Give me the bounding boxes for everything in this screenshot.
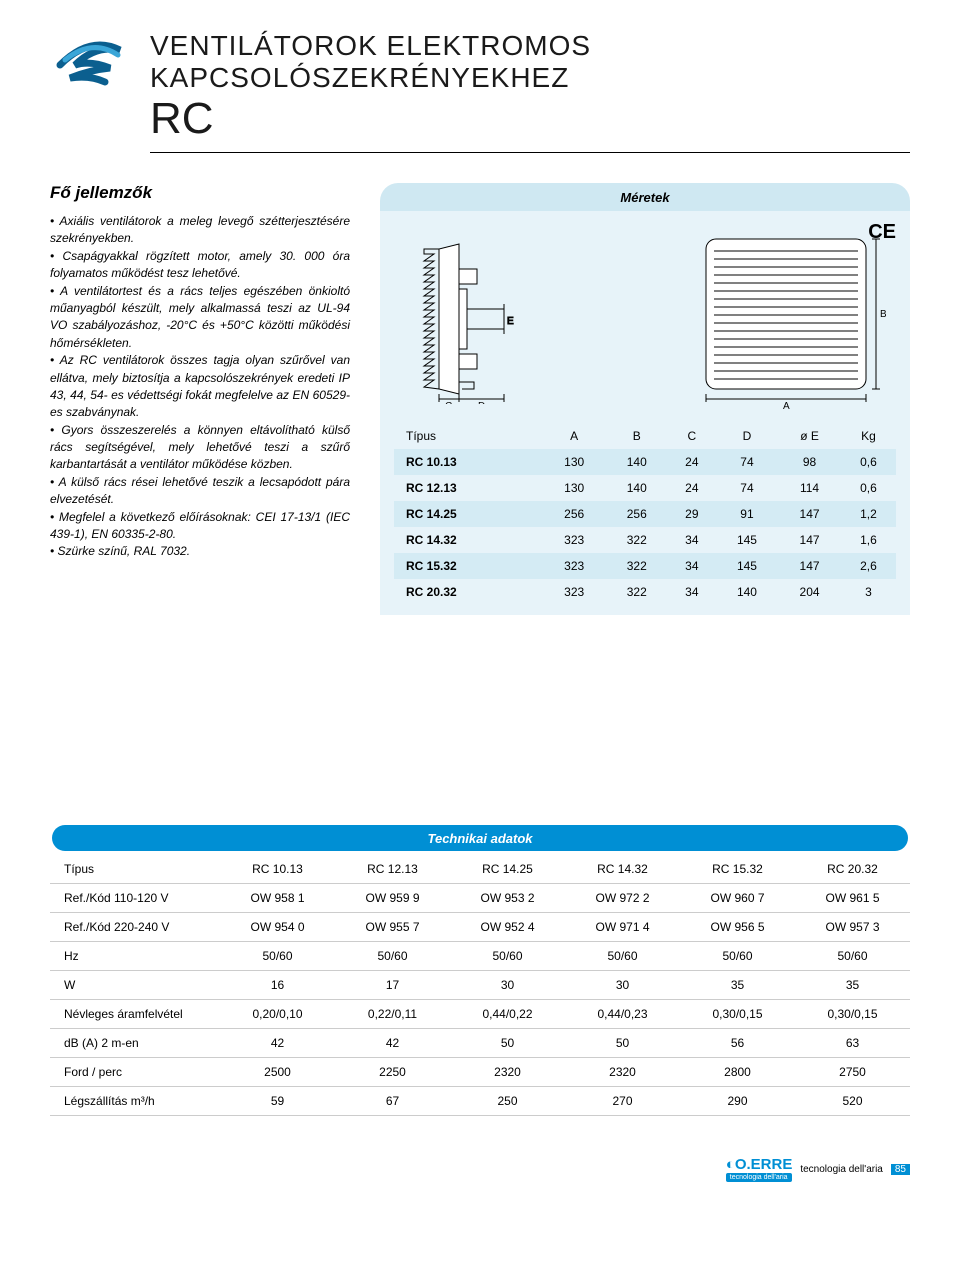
tech-col-header: RC 10.13	[220, 855, 335, 884]
table-row: dB (A) 2 m-en424250505663	[50, 1029, 910, 1058]
tech-col-header: RC 15.32	[680, 855, 795, 884]
tech-col-header: RC 14.32	[565, 855, 680, 884]
dims-col-header: D	[716, 423, 779, 449]
footer-brand: ◐O.ERRE	[726, 1156, 793, 1173]
ce-mark: CE	[868, 221, 896, 244]
table-row: RC 20.32323322341402043	[394, 579, 896, 605]
dims-col-header: ø E	[778, 423, 841, 449]
tech-col-header: Típus	[50, 855, 220, 884]
dims-col-header: B	[605, 423, 668, 449]
footer: ◐O.ERRE tecnologia dell'aria tecnologia …	[50, 1156, 910, 1182]
dims-col-header: Típus	[394, 423, 543, 449]
svg-text:A: A	[783, 401, 790, 409]
svg-text:E: E	[507, 316, 514, 327]
footer-tagline: tecnologia dell'aria	[800, 1164, 883, 1175]
features-body: • Axiális ventilátorok a meleg levegő sz…	[50, 213, 350, 561]
table-row: RC 14.32323322341451471,6	[394, 527, 896, 553]
svg-text:D: D	[478, 401, 485, 404]
page-number: 85	[891, 1164, 910, 1175]
tech-table: TípusRC 10.13RC 12.13RC 14.25RC 14.32RC …	[50, 855, 910, 1116]
tech-col-header: RC 14.25	[450, 855, 565, 884]
svg-text:C: C	[445, 401, 452, 404]
tech-col-header: RC 12.13	[335, 855, 450, 884]
tech-heading: Technikai adatok	[52, 825, 908, 851]
table-row: Ref./Kód 220-240 VOW 954 0OW 955 7OW 952…	[50, 913, 910, 942]
tech-col-header: RC 20.32	[795, 855, 910, 884]
table-row: Hz50/6050/6050/6050/6050/6050/60	[50, 942, 910, 971]
svg-text:B: B	[880, 309, 886, 320]
logo-swirl-icon	[50, 30, 130, 100]
table-row: Légszállítás m³/h5967250270290520	[50, 1087, 910, 1116]
table-row: Ford / perc250022502320232028002750	[50, 1058, 910, 1087]
dims-col-header: C	[668, 423, 716, 449]
table-row: W161730303535	[50, 971, 910, 1000]
features-heading: Fő jellemzők	[50, 183, 350, 203]
footer-slogan-bar: tecnologia dell'aria	[726, 1173, 792, 1182]
fan-side-icon: E C D	[404, 234, 554, 404]
dims-col-header: Kg	[841, 423, 896, 449]
fan-front-icon: A B	[686, 229, 886, 409]
table-row: RC 12.1313014024741140,6	[394, 475, 896, 501]
dims-col-header: A	[543, 423, 606, 449]
table-row: RC 14.2525625629911471,2	[394, 501, 896, 527]
page-title-line1: VENTILÁTOROK ELEKTROMOS KAPCSOLÓSZEKRÉNY…	[150, 30, 910, 94]
header: VENTILÁTOROK ELEKTROMOS KAPCSOLÓSZEKRÉNY…	[50, 30, 910, 153]
table-row: Ref./Kód 110-120 VOW 958 1OW 959 9OW 953…	[50, 884, 910, 913]
table-row: RC 10.131301402474980,6	[394, 449, 896, 475]
dimensions-table: TípusABCDø EKg RC 10.131301402474980,6RC…	[394, 423, 896, 605]
dimensions-diagram: CE E	[380, 211, 910, 615]
page-title-line2: RC	[150, 94, 910, 144]
dimensions-heading: Méretek	[380, 183, 910, 211]
table-row: Névleges áramfelvétel0,20/0,100,22/0,110…	[50, 1000, 910, 1029]
table-row: RC 15.32323322341451472,6	[394, 553, 896, 579]
